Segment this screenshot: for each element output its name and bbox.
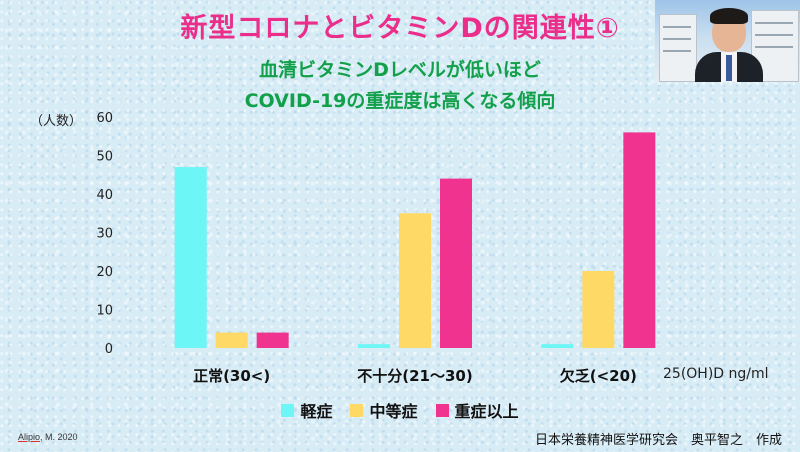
citation-year: , M. 2020 [40,432,78,442]
legend-item-severe: 重症以上 [435,398,519,422]
y-tick-label: 40 [96,188,113,203]
bar [399,213,431,348]
x-tick-label: 正常(30<) [193,367,270,385]
author-credit: 日本栄養精神医学研究会 奥平智之 作成 [534,433,782,448]
citation-author: Alipio [18,432,41,442]
y-tick-label: 60 [96,111,113,126]
x-tick-label: 不十分(21～30) [357,367,472,385]
presenter-video-thumbnail [655,0,800,82]
legend-swatch-moderate [350,403,364,417]
presenter-tie [726,55,732,81]
legend-item-moderate: 中等症 [350,398,418,422]
subtitle-line-2: COVID-19の重症度は高くなる傾向 [244,90,556,112]
bar [256,332,289,348]
bar [541,344,574,348]
legend-label-mild: 軽症 [300,402,333,421]
y-tick-label: 30 [96,227,113,242]
bar [582,271,615,348]
y-tick-label: 10 [96,304,113,319]
x-axis-unit-label: 25(OH)D ng/ml [663,366,769,382]
chart-legend: 軽症 中等症 重症以上 [0,398,800,422]
y-tick-label: 20 [96,265,113,280]
legend-label-moderate: 中等症 [369,402,418,421]
legend-label-severe: 重症以上 [454,402,519,421]
bar [440,178,472,348]
y-tick-label: 50 [96,150,113,165]
bar [358,344,390,348]
x-tick-label: 欠乏(<20) [560,367,637,385]
y-tick-label: 0 [105,342,113,357]
bar [174,167,207,348]
presenter-hair [710,8,748,24]
y-axis-label: （人数） [30,114,83,129]
slide-title: 新型コロナとビタミンDの関連性① [180,13,620,44]
citation: Alipio, M. 2020 [18,432,78,442]
bar [215,332,248,348]
legend-item-mild: 軽症 [281,398,332,422]
legend-swatch-severe [435,403,449,417]
legend-swatch-mild [281,403,295,417]
bar [623,132,656,348]
subtitle-line-1: 血清ビタミンDレベルが低いほど [259,59,541,81]
